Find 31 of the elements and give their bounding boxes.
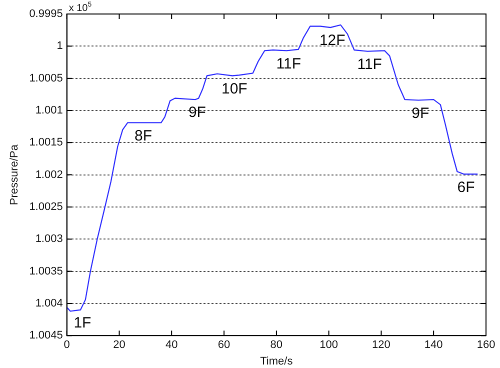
annotation: 10F [221, 80, 248, 98]
y-tick-label: 1.004 [35, 297, 63, 310]
annotation: 11F [276, 55, 302, 72]
x-tick-label: 20 [113, 339, 126, 352]
y-tick-label: 1.0025 [29, 200, 63, 213]
x-tick-label: 80 [270, 339, 283, 352]
annotation: 6F [457, 178, 475, 196]
x-tick-label: 40 [166, 339, 178, 352]
x-tick-label: 100 [320, 339, 338, 352]
x-tick-label: 160 [476, 339, 496, 352]
x-tick-label: 120 [372, 339, 390, 352]
y-tick-label: 1.0015 [29, 136, 63, 149]
x-tick-label: 140 [424, 339, 443, 352]
x-tick-label: 60 [218, 339, 230, 352]
y-axis-title: Pressure/Pa [8, 144, 21, 206]
y-tick-label: 0.9995 [29, 8, 63, 20]
annotation: 12F [319, 32, 346, 50]
y-tick-label: 1.001 [35, 104, 63, 117]
x-tick-label: 0 [64, 339, 70, 352]
annotation: 11F [357, 56, 382, 73]
annotation: 8F [134, 127, 152, 144]
y-tick-label: 1.0045 [29, 330, 63, 342]
annotation: 9F [188, 104, 206, 122]
annotation: 1F [74, 314, 92, 332]
annotation: 9F [412, 104, 430, 122]
y-tick-label: 1.0005 [29, 72, 63, 84]
y-tick-label: 1.002 [35, 168, 63, 181]
y-tick-label: 1.003 [35, 233, 63, 246]
x-axis-title: Time/s [260, 355, 294, 368]
y-tick-label: 1 [56, 40, 63, 52]
y-tick-label: 1.0035 [29, 265, 63, 278]
